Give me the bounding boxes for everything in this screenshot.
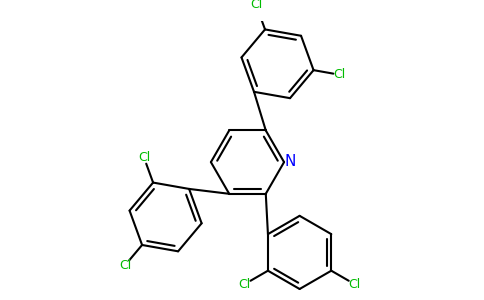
Text: Cl: Cl xyxy=(334,68,346,81)
Text: Cl: Cl xyxy=(119,259,131,272)
Text: Cl: Cl xyxy=(250,0,262,11)
Text: Cl: Cl xyxy=(138,151,150,164)
Text: Cl: Cl xyxy=(239,278,251,291)
Text: N: N xyxy=(285,154,296,169)
Text: Cl: Cl xyxy=(348,278,361,291)
